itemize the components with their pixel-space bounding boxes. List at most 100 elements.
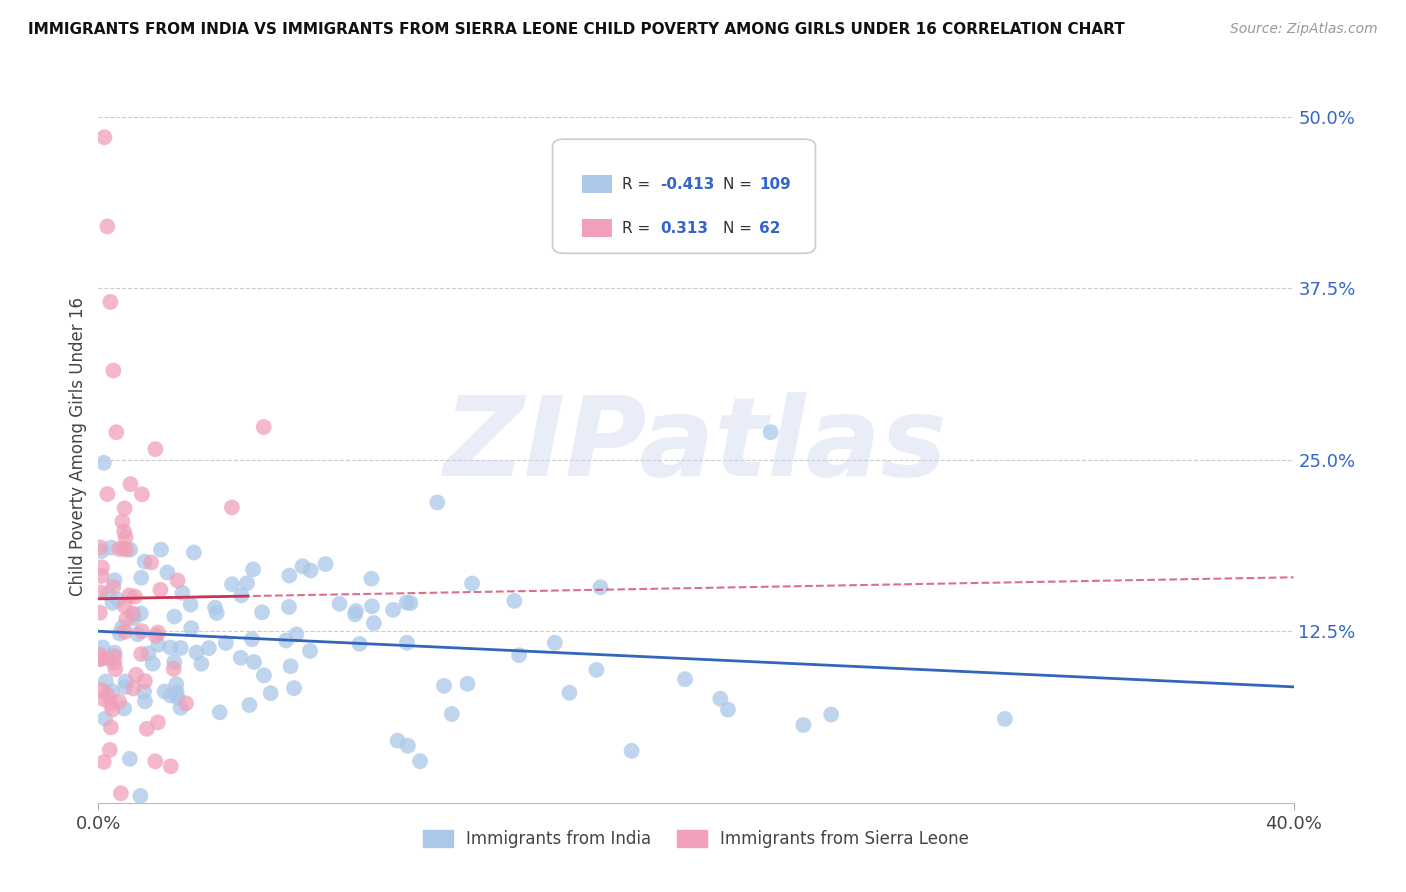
Point [231,588,253,602]
Point [503,594,526,608]
Point [91,640,114,655]
Point [396,739,419,753]
Point [112,541,135,556]
Point [143,755,166,769]
Point [170,640,193,655]
Text: 0.313: 0.313 [661,220,709,235]
Point [94,712,117,726]
Point [260,686,283,700]
Point [120,477,142,491]
Point [276,633,298,648]
Point [90,569,112,583]
Point [103,363,125,377]
Point [104,646,127,660]
Point [101,684,124,698]
Point [242,562,264,576]
Point [89,652,111,666]
Point [426,495,449,509]
Point [134,674,156,689]
Point [229,650,252,665]
Point [344,607,367,622]
Point [153,684,176,698]
Text: R =: R = [621,177,655,192]
Point [328,597,350,611]
Point [146,715,169,730]
FancyBboxPatch shape [582,176,613,194]
Point [112,701,135,715]
Point [114,599,136,613]
Point [122,681,145,696]
Point [94,674,117,689]
Point [89,585,111,599]
Point [208,706,231,720]
Point [215,636,238,650]
Point [283,681,305,695]
Point [101,702,124,716]
Point [558,686,581,700]
Point [138,647,160,661]
Point [131,487,153,501]
Point [186,645,208,659]
FancyBboxPatch shape [553,139,815,253]
Point [166,690,188,705]
Point [142,657,165,671]
Point [238,698,260,712]
Point [114,624,136,639]
Point [100,720,122,734]
Point [103,580,125,594]
Point [96,688,118,702]
Point [134,555,156,569]
Point [150,542,173,557]
Point [129,647,152,661]
Point [93,130,115,145]
Point [585,663,607,677]
Point [103,656,125,670]
Point [198,641,221,656]
Point [163,609,186,624]
Point [148,638,170,652]
Point [132,684,155,698]
Point [395,636,418,650]
Point [170,701,193,715]
FancyBboxPatch shape [582,219,613,237]
Point [96,219,118,234]
Point [253,420,276,434]
Y-axis label: Child Poverty Among Girls Under 16: Child Poverty Among Girls Under 16 [69,296,87,596]
Point [98,294,122,309]
Point [172,586,194,600]
Point [91,560,114,574]
Point [759,425,782,440]
Point [107,592,129,607]
Point [221,577,243,591]
Point [110,786,132,800]
Point [114,674,136,689]
Point [93,456,115,470]
Point [97,587,120,601]
Point [89,648,111,662]
Point [673,672,696,686]
Point [111,620,134,634]
Point [280,659,302,673]
Point [100,541,122,555]
Point [253,668,276,682]
Point [111,515,134,529]
Point [120,542,142,557]
Legend: Immigrants from India, Immigrants from Sierra Leone: Immigrants from India, Immigrants from S… [416,823,976,855]
Point [127,627,149,641]
Point [159,640,181,655]
Text: 109: 109 [759,177,792,192]
Point [461,576,484,591]
Point [115,612,138,626]
Point [709,691,731,706]
Point [409,754,432,768]
Point [114,680,136,694]
Point [299,564,322,578]
Text: Source: ZipAtlas.com: Source: ZipAtlas.com [1230,22,1378,37]
Point [243,655,266,669]
Point [166,685,188,699]
Point [108,626,131,640]
Point [91,692,114,706]
Point [159,689,181,703]
Point [717,703,740,717]
Point [205,606,228,620]
